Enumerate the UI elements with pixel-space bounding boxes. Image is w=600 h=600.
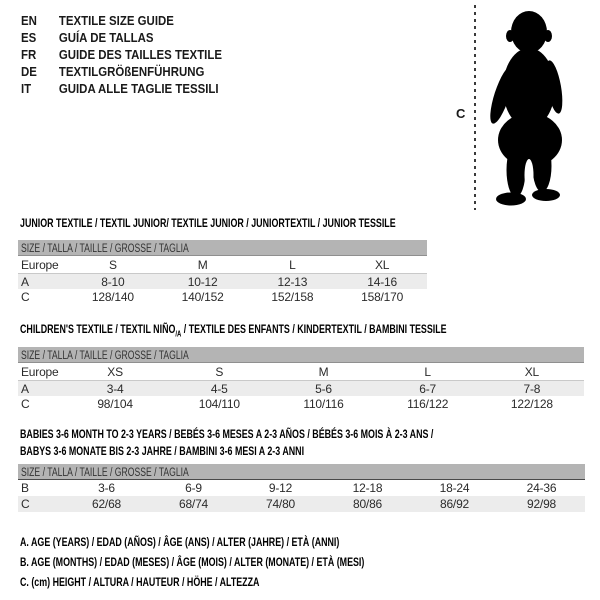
size-value-cell: 128/140 [91, 289, 134, 304]
size-value-cell: 98/104 [97, 396, 133, 411]
size-value-cell: 12-13 [247, 273, 338, 289]
language-code: ES [21, 30, 37, 45]
language-row: IT GUIDA ALLE TAGLIE TESSILI [21, 80, 222, 97]
size-value-cell: 6-7 [375, 380, 480, 396]
row-label-cell: Europe [18, 255, 68, 274]
language-title: GUÍA DE TALLAS [58, 30, 154, 45]
size-value-cell: 68/74 [150, 496, 237, 512]
row-label-cell: A [18, 380, 63, 396]
section-title-babies: BABIES 3-6 MONTH TO 2-3 YEARS / BEBÉS 3-… [20, 426, 433, 460]
language-row: ES GUÍA DE TALLAS [21, 29, 222, 46]
size-value-cell: 116/122 [407, 396, 449, 411]
size-value-cell: 140/152 [181, 289, 224, 304]
baby-silhouette-icon [490, 11, 563, 206]
row-label-cell: C [21, 396, 30, 411]
size-value-cell: 92/98 [498, 496, 585, 512]
language-row: FR GUIDE DES TAILLES TEXTILE [21, 46, 222, 63]
row-label-cell: C [18, 496, 63, 512]
language-code: FR [21, 47, 37, 62]
column-header-cell: S [167, 362, 272, 381]
column-header-cell: XL [337, 255, 427, 274]
column-header-cell: L [247, 255, 338, 274]
size-value-cell: 8-10 [68, 273, 158, 289]
language-row: EN TEXTILE SIZE GUIDE [21, 12, 222, 29]
language-list: EN TEXTILE SIZE GUIDE ES GUÍA DE TALLAS … [21, 12, 249, 97]
size-header-bar: SIZE / TALLA / TAILLE / GRÖSSE / TAGLIA [18, 347, 584, 363]
row-label-cell: C [21, 289, 30, 304]
column-header-cell: M [157, 255, 248, 274]
size-value-cell: 80/86 [324, 496, 411, 512]
column-header-cell: S [68, 255, 158, 274]
size-value-cell: 12-18 [352, 481, 383, 495]
column-header-cell: XS [63, 362, 168, 381]
size-header-bar: SIZE / TALLA / TAILLE / GRÖSSE / TAGLIA [18, 464, 585, 480]
size-value-cell: 86/92 [411, 496, 498, 512]
section-title-line2: BABYS 3-6 MONATE BIS 2-3 JAHRE / BAMBINI… [20, 444, 305, 458]
size-value-cell: 24-36 [526, 481, 557, 495]
size-value-cell: 158/170 [361, 289, 404, 304]
size-value-cell: 62/68 [63, 496, 150, 512]
column-header-cell: L [375, 362, 480, 381]
size-value-cell: 14-16 [337, 273, 427, 289]
legend-line-a: A. AGE (YEARS) / EDAD (AÑOS) / ÂGE (ANS)… [20, 535, 340, 549]
column-header-cell: M [271, 362, 376, 381]
legend-line-c: C. (cm) HEIGHT / ALTURA / HAUTEUR / HÖHE… [20, 575, 260, 589]
size-value-cell: 9-12 [268, 481, 293, 495]
size-value-cell: 110/116 [303, 396, 344, 411]
language-row: DE TEXTILGRÖßENFÜHRUNG [21, 63, 222, 80]
babies-size-table: SIZE / TALLA / TAILLE / GRÖSSE / TAGLIA … [18, 464, 585, 512]
size-value-cell: 10-12 [157, 273, 248, 289]
size-header-bar: SIZE / TALLA / TAILLE / GRÖSSE / TAGLIA [18, 240, 427, 256]
size-value-cell: 3-4 [63, 380, 168, 396]
height-dashed-line [474, 5, 476, 210]
size-value-cell: 122/128 [510, 396, 553, 411]
size-value-cell: 7-8 [479, 380, 584, 396]
size-value-cell: 74/80 [237, 496, 324, 512]
language-code: IT [21, 81, 32, 96]
language-title: GUIDE DES TAILLES TEXTILE [58, 47, 222, 62]
size-value-cell: 4-5 [167, 380, 272, 396]
section-title-part2: / TEXTILE DES ENFANTS / KINDERTEXTIL / B… [181, 322, 447, 336]
size-value-cell: 152/158 [271, 289, 314, 304]
legend-line-b: B. AGE (MONTHS) / EDAD (MESES) / ÂGE (MO… [20, 555, 365, 569]
row-label-cell: A [18, 273, 68, 289]
section-title-sub: /A [175, 329, 182, 339]
children-size-table: SIZE / TALLA / TAILLE / GRÖSSE / TAGLIA … [18, 347, 584, 411]
size-value-cell: 18-24 [439, 481, 470, 495]
section-title-junior: JUNIOR TEXTILE / TEXTIL JUNIOR/ TEXTILE … [20, 216, 396, 230]
section-title-children: CHILDREN'S TEXTILE / TEXTIL NIÑO/A / TEX… [20, 321, 447, 342]
size-value-cell: 104/110 [198, 396, 240, 411]
legend: A. AGE (YEARS) / EDAD (AÑOS) / ÂGE (ANS)… [20, 532, 364, 592]
language-code: EN [21, 13, 37, 28]
size-value-cell: 3-6 [98, 481, 115, 495]
size-value-cell: 6-9 [185, 481, 202, 495]
section-title-line1: BABIES 3-6 MONTH TO 2-3 YEARS / BEBÉS 3-… [20, 427, 434, 441]
language-code: DE [21, 64, 37, 79]
height-label: C [456, 106, 466, 121]
section-title-part1: CHILDREN'S TEXTILE / TEXTIL NIÑO [20, 322, 176, 336]
language-title: TEXTILGRÖßENFÜHRUNG [58, 64, 205, 79]
language-title: TEXTILE SIZE GUIDE [58, 13, 174, 28]
row-label-cell: B [21, 481, 29, 495]
column-header-cell: XL [479, 362, 584, 381]
language-title: GUIDA ALLE TAGLIE TESSILI [58, 81, 219, 96]
size-value-cell: 5-6 [271, 380, 376, 396]
junior-size-table: SIZE / TALLA / TAILLE / GRÖSSE / TAGLIA … [18, 240, 427, 304]
row-label-cell: Europe [18, 362, 63, 381]
